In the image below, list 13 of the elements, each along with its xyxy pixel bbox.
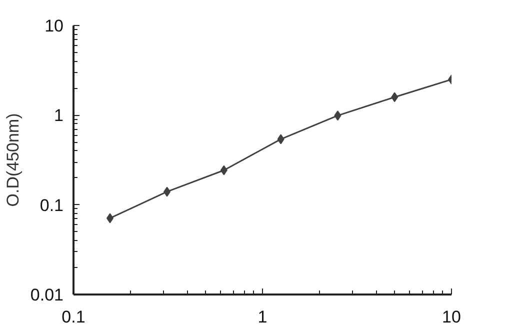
point xyxy=(277,134,284,144)
y-tick-label: 1 xyxy=(54,106,64,126)
y-axis-title: O.D(450nm) xyxy=(3,113,22,207)
y-tick-label: 0.1 xyxy=(40,196,64,215)
point xyxy=(164,186,171,197)
y-tick-label: 10 xyxy=(44,16,64,36)
x-tick-label: 1 xyxy=(258,308,268,325)
y-tick-label: 0.01 xyxy=(30,286,64,304)
x-tick-label: 0.1 xyxy=(62,308,86,325)
point xyxy=(334,110,342,121)
point xyxy=(220,165,228,176)
point xyxy=(391,92,398,102)
x-tick-label: 10 xyxy=(442,308,461,325)
